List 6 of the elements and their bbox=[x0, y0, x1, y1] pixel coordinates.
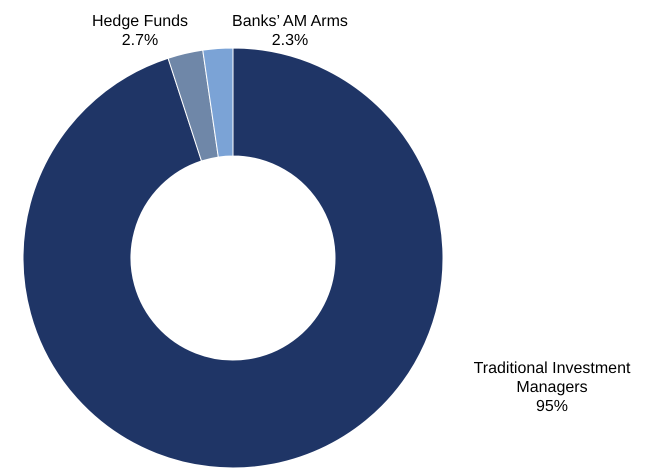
slice-label: Banks’ AM Arms bbox=[232, 13, 348, 30]
data-label: 95% bbox=[536, 398, 568, 415]
data-label: 2.7% bbox=[122, 32, 158, 49]
slice-label: Hedge Funds bbox=[92, 13, 188, 30]
data-label: 2.3% bbox=[272, 32, 308, 49]
slice-label: Traditional Investment Managers bbox=[474, 360, 631, 396]
